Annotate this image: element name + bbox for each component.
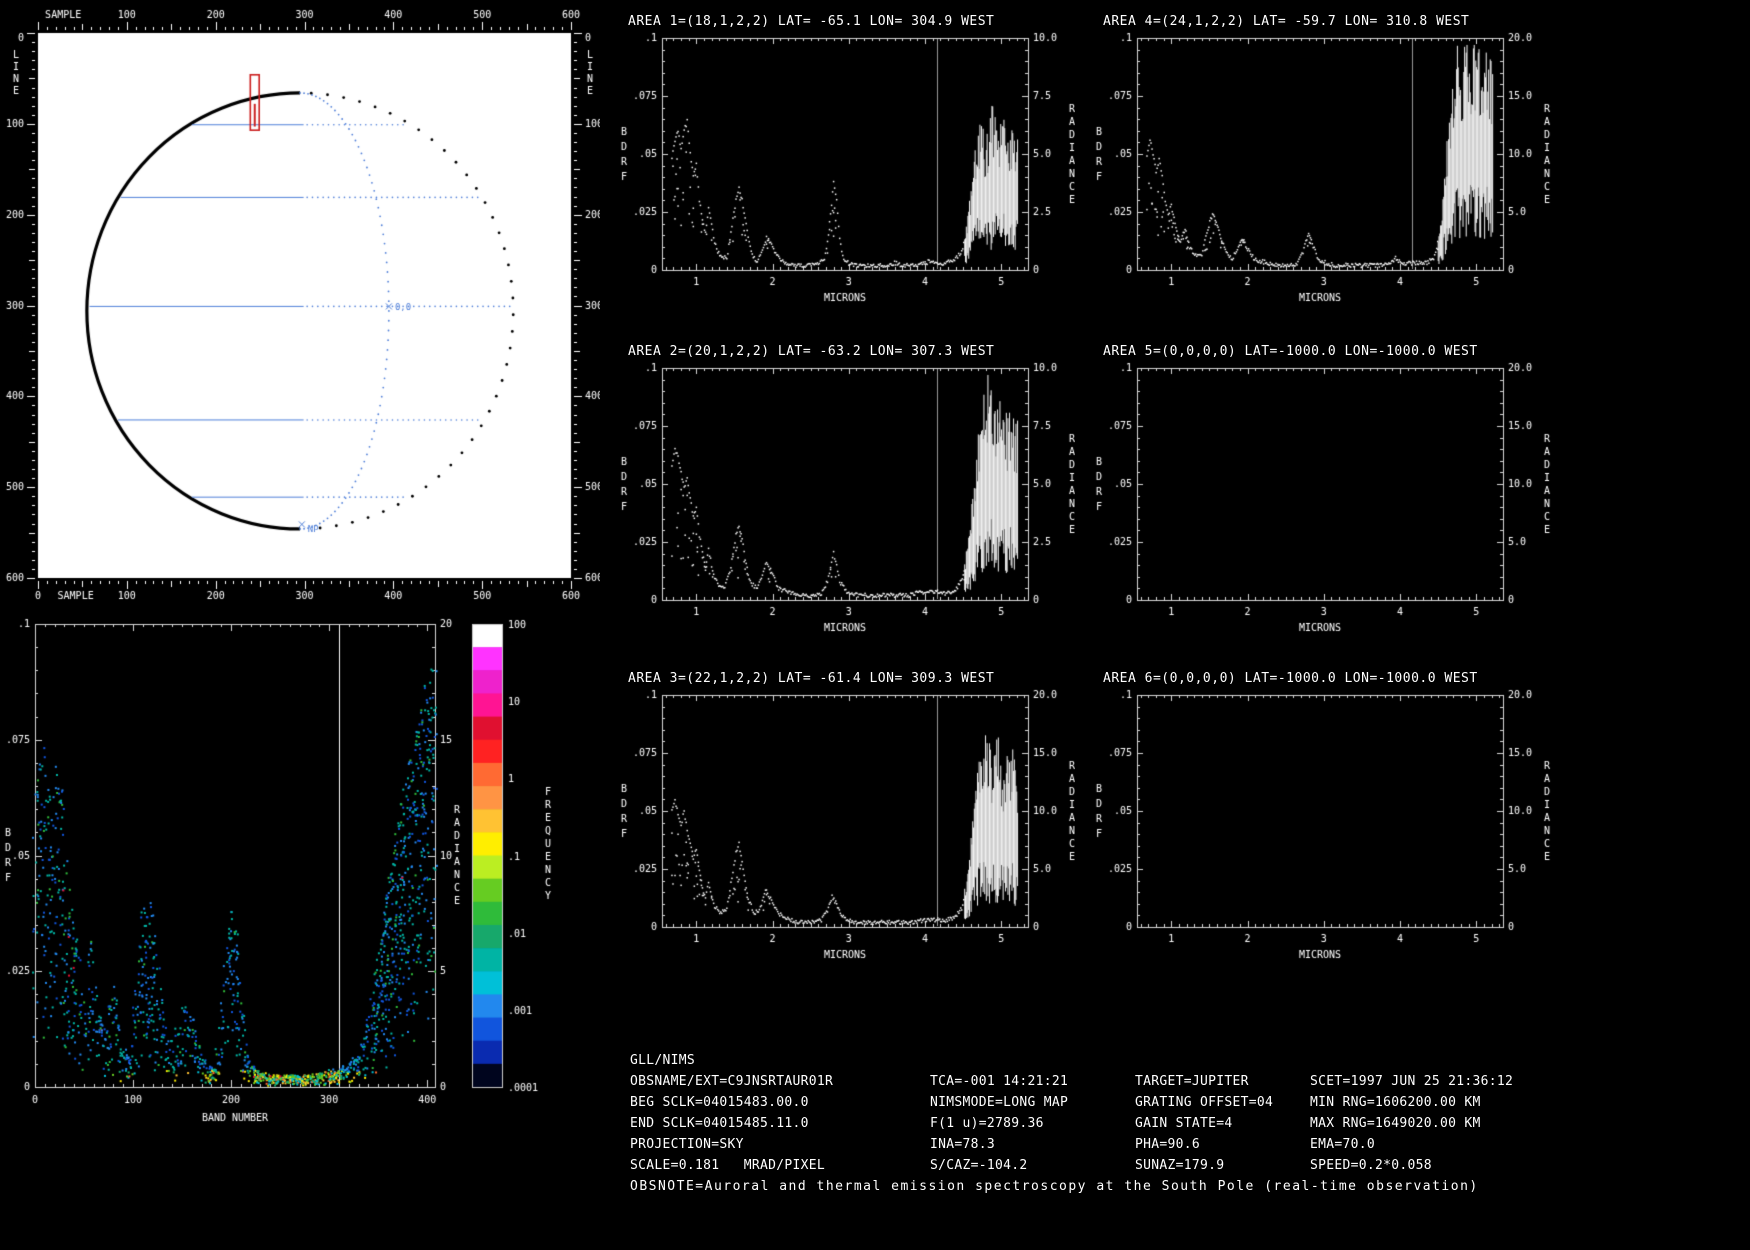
area-2-title: AREA 2=(20,1,2,2) LAT= -63.2 LON= 307.3 … [628, 344, 995, 359]
telemetry-text: SCALE=0.181 MRAD/PIXEL [630, 1158, 826, 1173]
telemetry-text: BEG SCLK=04015483.00.0 [630, 1095, 809, 1110]
telemetry-block: GLL/NIMS OBSNAME/EXT=C9JNSRTAUR01R TCA=-00… [630, 1053, 1745, 1248]
area-6-title: AREA 6=(0,0,0,0) LAT=-1000.0 LON=-1000.0… [1103, 671, 1478, 686]
telemetry-text: INA=78.3 [930, 1137, 996, 1152]
area-4-panel: AREA 4=(24,1,2,2) LAT= -59.7 LON= 310.8 … [1075, 6, 1565, 334]
area-3-title: AREA 3=(22,1,2,2) LAT= -61.4 LON= 309.3 … [628, 671, 995, 686]
telemetry-text: SUNAZ=179.9 [1135, 1158, 1225, 1173]
telemetry-text: S/CAZ=-104.2 [930, 1158, 1028, 1173]
area-1-title: AREA 1=(18,1,2,2) LAT= -65.1 LON= 304.9 … [628, 14, 995, 29]
area-2-panel: AREA 2=(20,1,2,2) LAT= -63.2 LON= 307.3 … [600, 336, 1090, 664]
telemetry-text: MIN RNG=1606200.00 KM [1310, 1095, 1481, 1110]
telemetry-text: GLL/NIMS [630, 1053, 696, 1068]
telemetry-text: EMA=70.0 [1310, 1137, 1376, 1152]
telemetry-text: PROJECTION=SKY [630, 1137, 744, 1152]
telemetry-text: END SCLK=04015485.11.0 [630, 1116, 809, 1131]
area-6-panel: AREA 6=(0,0,0,0) LAT=-1000.0 LON=-1000.0… [1075, 663, 1565, 991]
telemetry-text: PHA=90.6 [1135, 1137, 1201, 1152]
planet-projection-map[interactable] [0, 0, 612, 612]
telemetry-text: OBSNOTE=Auroral and thermal emission spe… [630, 1179, 1479, 1194]
area-4-plot [1075, 28, 1565, 328]
band-number-histogram-plot [0, 616, 565, 1146]
area-6-plot [1075, 685, 1565, 985]
area-4-title: AREA 4=(24,1,2,2) LAT= -59.7 LON= 310.8 … [1103, 14, 1470, 29]
area-1-panel: AREA 1=(18,1,2,2) LAT= -65.1 LON= 304.9 … [600, 6, 1090, 334]
telemetry-text: MAX RNG=1649020.00 KM [1310, 1116, 1481, 1131]
telemetry-text: SPEED=0.2*0.058 [1310, 1158, 1432, 1173]
telemetry-text: NIMSMODE=LONG MAP [930, 1095, 1069, 1110]
area-3-panel: AREA 3=(22,1,2,2) LAT= -61.4 LON= 309.3 … [600, 663, 1090, 991]
telemetry-text: TCA=-001 14:21:21 [930, 1074, 1069, 1089]
area-5-panel: AREA 5=(0,0,0,0) LAT=-1000.0 LON=-1000.0… [1075, 336, 1565, 664]
telemetry-text: GRATING OFFSET=04 [1135, 1095, 1274, 1110]
telemetry-text: GAIN STATE=4 [1135, 1116, 1233, 1131]
area-5-plot [1075, 358, 1565, 658]
telemetry-text: SCET=1997 JUN 25 21:36:12 [1310, 1074, 1514, 1089]
telemetry-text: F(1 u)=2789.36 [930, 1116, 1044, 1131]
telemetry-text: OBSNAME/EXT=C9JNSRTAUR01R [630, 1074, 834, 1089]
telemetry-text: TARGET=JUPITER [1135, 1074, 1249, 1089]
area-2-plot [600, 358, 1090, 658]
area-3-plot [600, 685, 1090, 985]
area-1-plot [600, 28, 1090, 328]
area-5-title: AREA 5=(0,0,0,0) LAT=-1000.0 LON=-1000.0… [1103, 344, 1478, 359]
